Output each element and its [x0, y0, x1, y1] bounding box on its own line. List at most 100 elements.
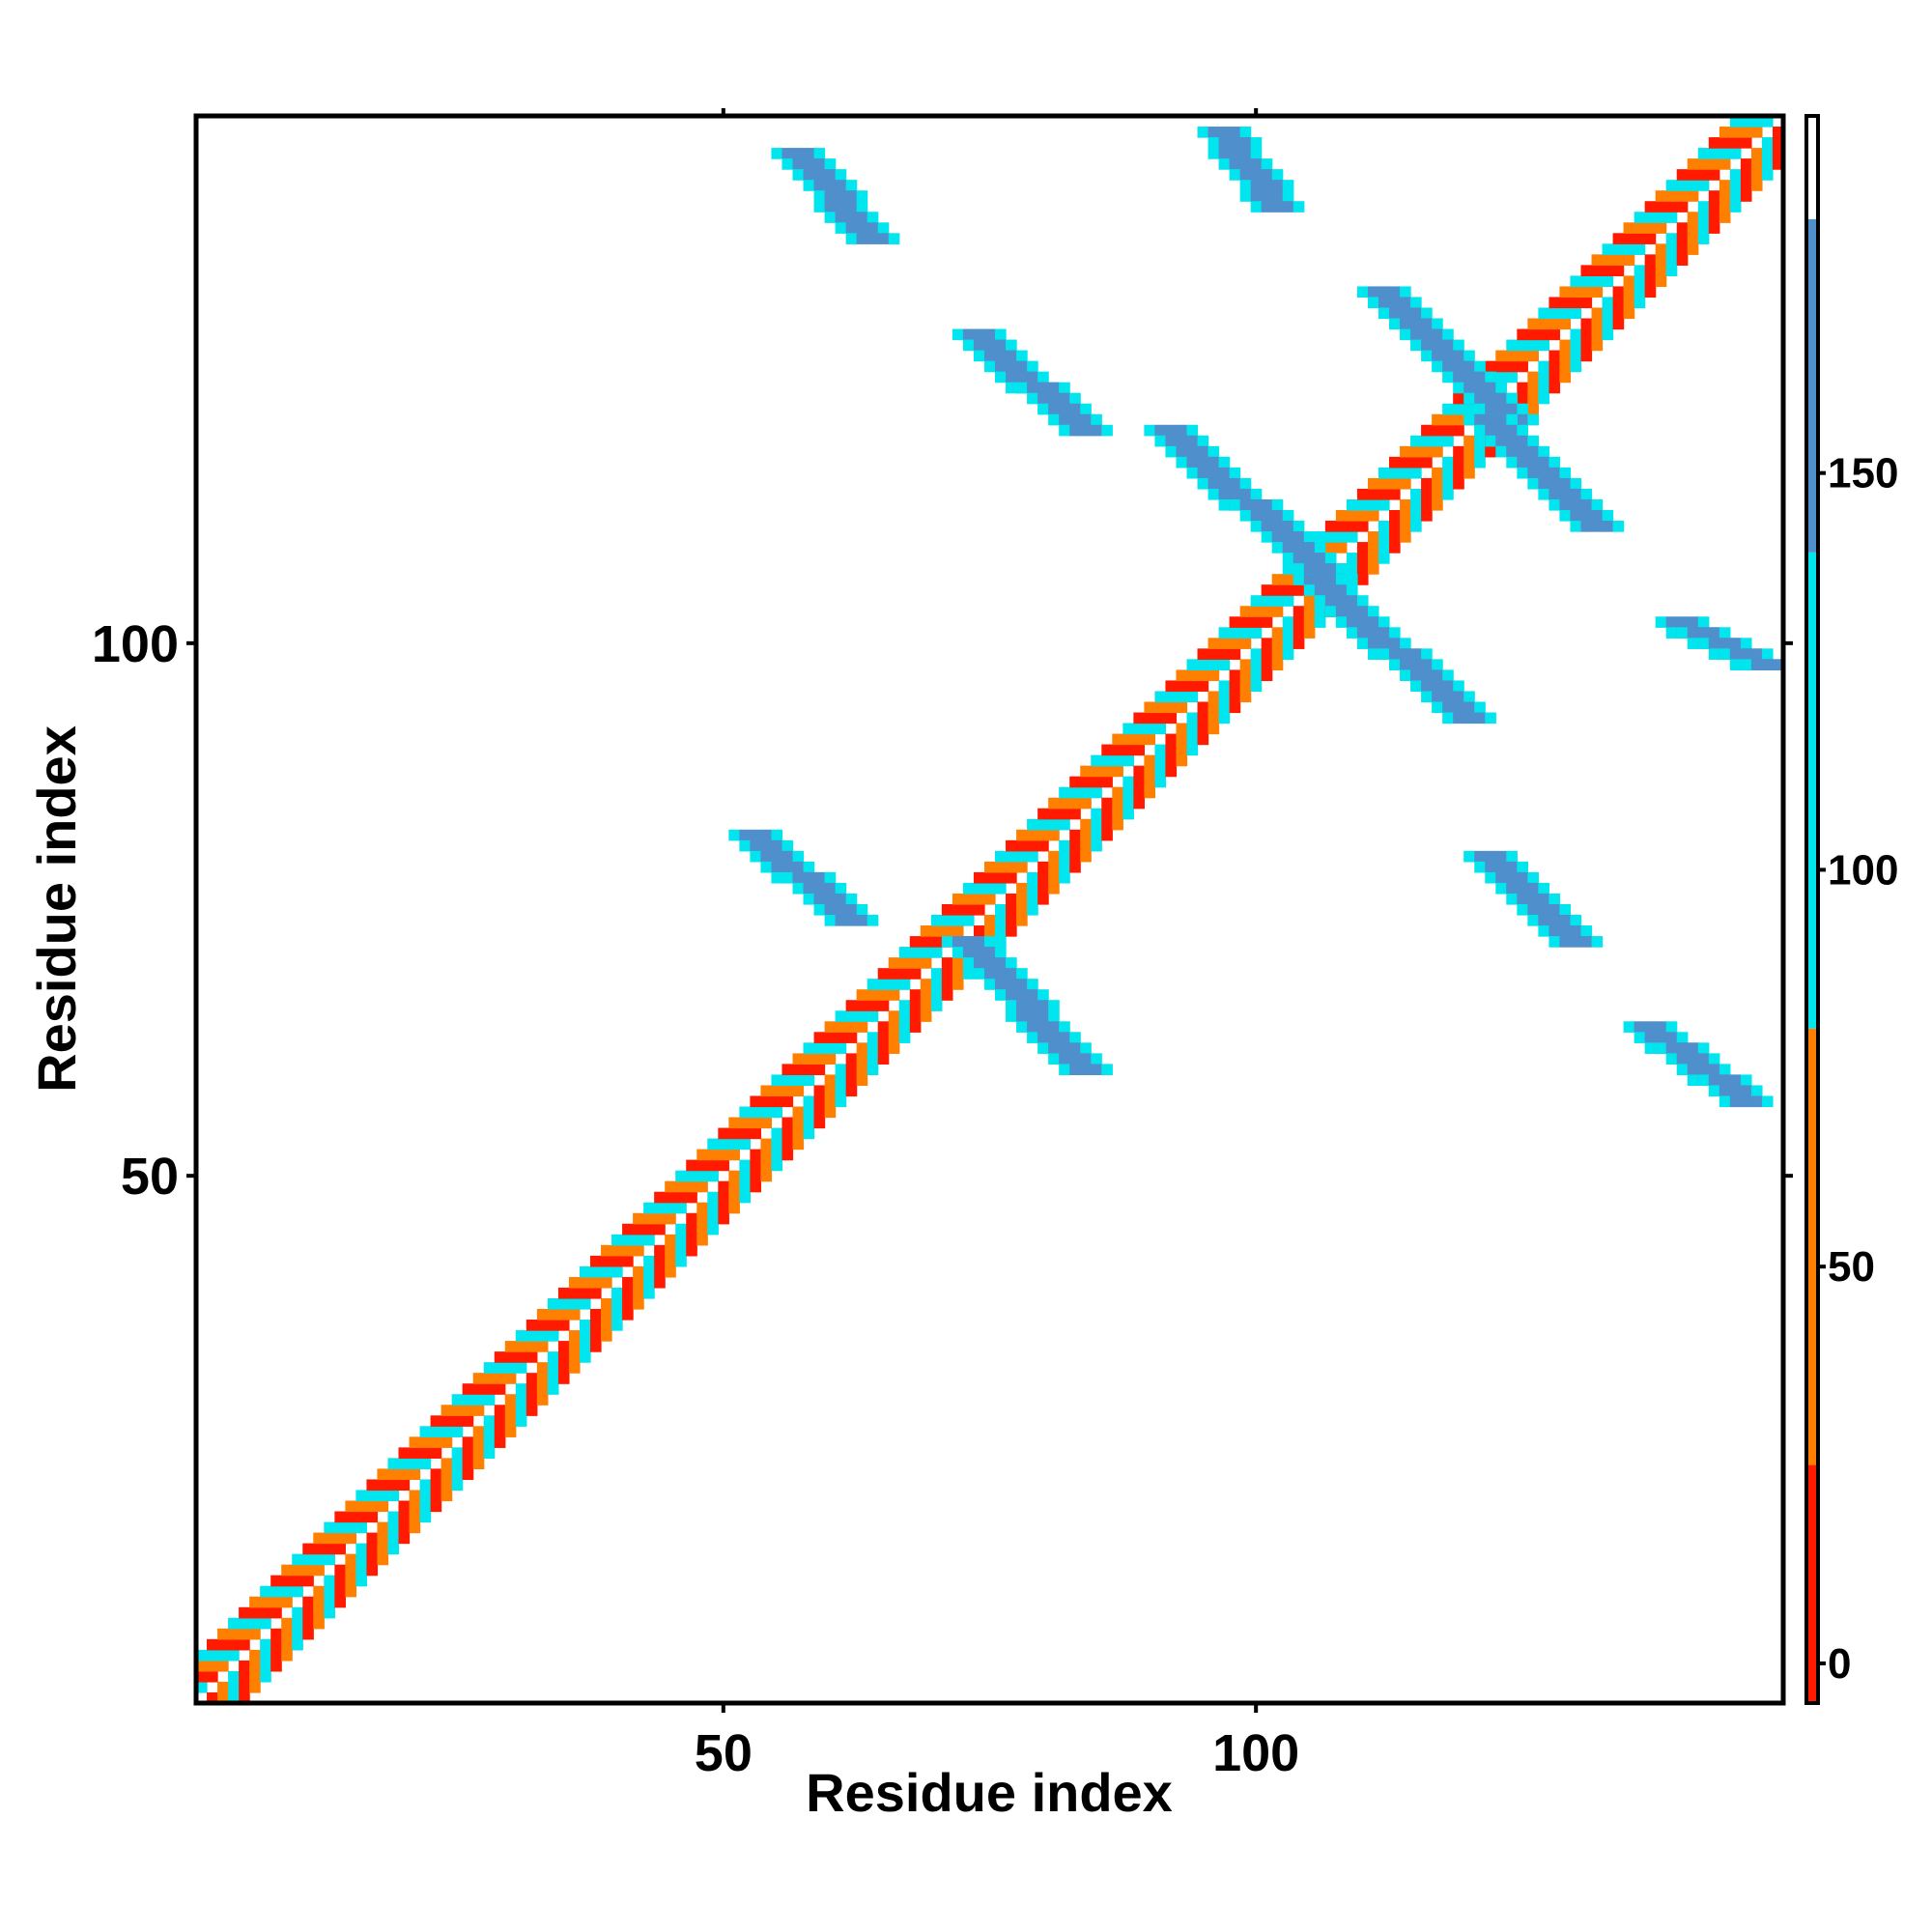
heatmap-cell: [1772, 127, 1784, 138]
heatmap-cell: [1346, 606, 1358, 617]
heatmap-cell: [387, 1543, 400, 1555]
heatmap-cell: [995, 350, 1007, 362]
heatmap-cell: [1091, 808, 1102, 820]
heatmap-cell: [1037, 829, 1049, 841]
heatmap-cell: [867, 1000, 879, 1011]
heatmap-cell: [1570, 509, 1582, 522]
heatmap-cell: [1197, 477, 1209, 490]
heatmap-cell: [1708, 212, 1720, 223]
heatmap-cell: [313, 1596, 325, 1608]
heatmap-cell: [1239, 488, 1252, 500]
heatmap-cell: [813, 148, 826, 159]
heatmap-cell: [281, 1575, 293, 1587]
heatmap-cell: [1697, 627, 1710, 639]
heatmap-cell: [1303, 563, 1316, 575]
heatmap-cell: [440, 1415, 453, 1427]
heatmap-cell: [270, 1606, 282, 1619]
heatmap-cell: [1400, 498, 1411, 511]
heatmap-cell: [292, 1628, 303, 1640]
heatmap-cell: [1495, 882, 1507, 895]
heatmap-cell: [1410, 488, 1422, 500]
heatmap-cell: [995, 903, 1007, 916]
heatmap-cell: [1687, 233, 1699, 244]
heatmap-cell: [526, 1320, 538, 1331]
heatmap-cell: [207, 1638, 218, 1651]
heatmap-cell: [1548, 360, 1561, 373]
heatmap-cell: [345, 1575, 357, 1587]
heatmap-cell: [515, 1405, 527, 1416]
heatmap-cell: [1059, 850, 1070, 863]
heatmap-cell: [1218, 659, 1231, 670]
heatmap-cell: [1485, 371, 1496, 384]
heatmap-cell: [504, 1373, 517, 1384]
heatmap-cell: [1453, 701, 1464, 714]
heatmap-cell: [888, 957, 900, 969]
heatmap-cell: [728, 1117, 740, 1129]
heatmap-cell: [1432, 445, 1443, 458]
heatmap-cell: [1463, 456, 1475, 469]
heatmap-cell: [1261, 648, 1273, 660]
heatmap-cell: [1570, 350, 1582, 362]
heatmap-cell: [771, 1106, 783, 1119]
heatmap-cell: [1239, 509, 1252, 522]
heatmap-cell: [1133, 744, 1145, 756]
heatmap-cell: [845, 1032, 858, 1043]
heatmap-cell: [419, 1479, 432, 1492]
heatmap-cell: [1197, 733, 1209, 746]
heatmap-cell: [1644, 1032, 1657, 1043]
heatmap-cell: [377, 1553, 389, 1566]
heatmap-cell: [1538, 445, 1550, 458]
heatmap-cell: [707, 1170, 719, 1182]
heatmap-cell: [1239, 616, 1252, 628]
heatmap-cell: [707, 1202, 719, 1214]
heatmap-cell: [387, 1511, 400, 1523]
heatmap-cell: [760, 1159, 773, 1172]
heatmap-cell: [1719, 1085, 1731, 1097]
heatmap-cell: [1729, 1074, 1742, 1087]
heatmap-cell: [1719, 638, 1731, 649]
heatmap-cell: [888, 233, 900, 244]
heatmap-cell: [1697, 158, 1710, 170]
heatmap-cell: [1708, 137, 1720, 149]
heatmap-cell: [377, 1521, 389, 1534]
heatmap-cell: [292, 1585, 303, 1598]
heatmap-cell: [1432, 424, 1443, 437]
heatmap-cell: [292, 1617, 303, 1630]
heatmap-cell: [1154, 723, 1167, 735]
heatmap-cell: [888, 989, 900, 1001]
heatmap-cell: [440, 1458, 453, 1470]
heatmap-cell: [207, 1691, 218, 1704]
heatmap-cell: [1048, 382, 1060, 394]
heatmap-cell: [760, 1149, 773, 1161]
heatmap-cell: [1527, 339, 1539, 352]
heatmap-cell: [1303, 531, 1316, 543]
heatmap-cell: [504, 1362, 517, 1374]
heatmap-cell: [1750, 1085, 1763, 1097]
heatmap-cell: [1282, 627, 1294, 639]
heatmap-cell: [1356, 606, 1369, 617]
heatmap-cell: [1570, 286, 1582, 298]
heatmap-cell: [1697, 1042, 1710, 1054]
heatmap-cell: [1176, 691, 1188, 703]
heatmap-cell: [1250, 180, 1263, 191]
heatmap-cell: [1186, 691, 1199, 703]
heatmap-cell: [1122, 776, 1134, 788]
heatmap-cell: [1282, 584, 1294, 596]
heatmap-cell: [1538, 903, 1550, 916]
heatmap-cell: [281, 1628, 293, 1640]
heatmap-cell: [1570, 915, 1582, 926]
heatmap-cell: [941, 979, 953, 990]
heatmap-cell: [1485, 413, 1496, 426]
heatmap-cell: [696, 1170, 708, 1182]
colorbar-tick-label: 150: [1828, 450, 1898, 497]
heatmap-cell: [1623, 1021, 1635, 1033]
heatmap-cell: [845, 1064, 858, 1076]
heatmap-cell: [1517, 861, 1528, 873]
heatmap-cell: [1527, 467, 1539, 479]
heatmap-cell: [1548, 498, 1561, 511]
heatmap-cell: [995, 925, 1007, 937]
heatmap-cell: [856, 1074, 868, 1087]
heatmap-cell: [973, 893, 985, 905]
heatmap-cell: [515, 1394, 527, 1406]
heatmap-cell: [1016, 915, 1028, 926]
